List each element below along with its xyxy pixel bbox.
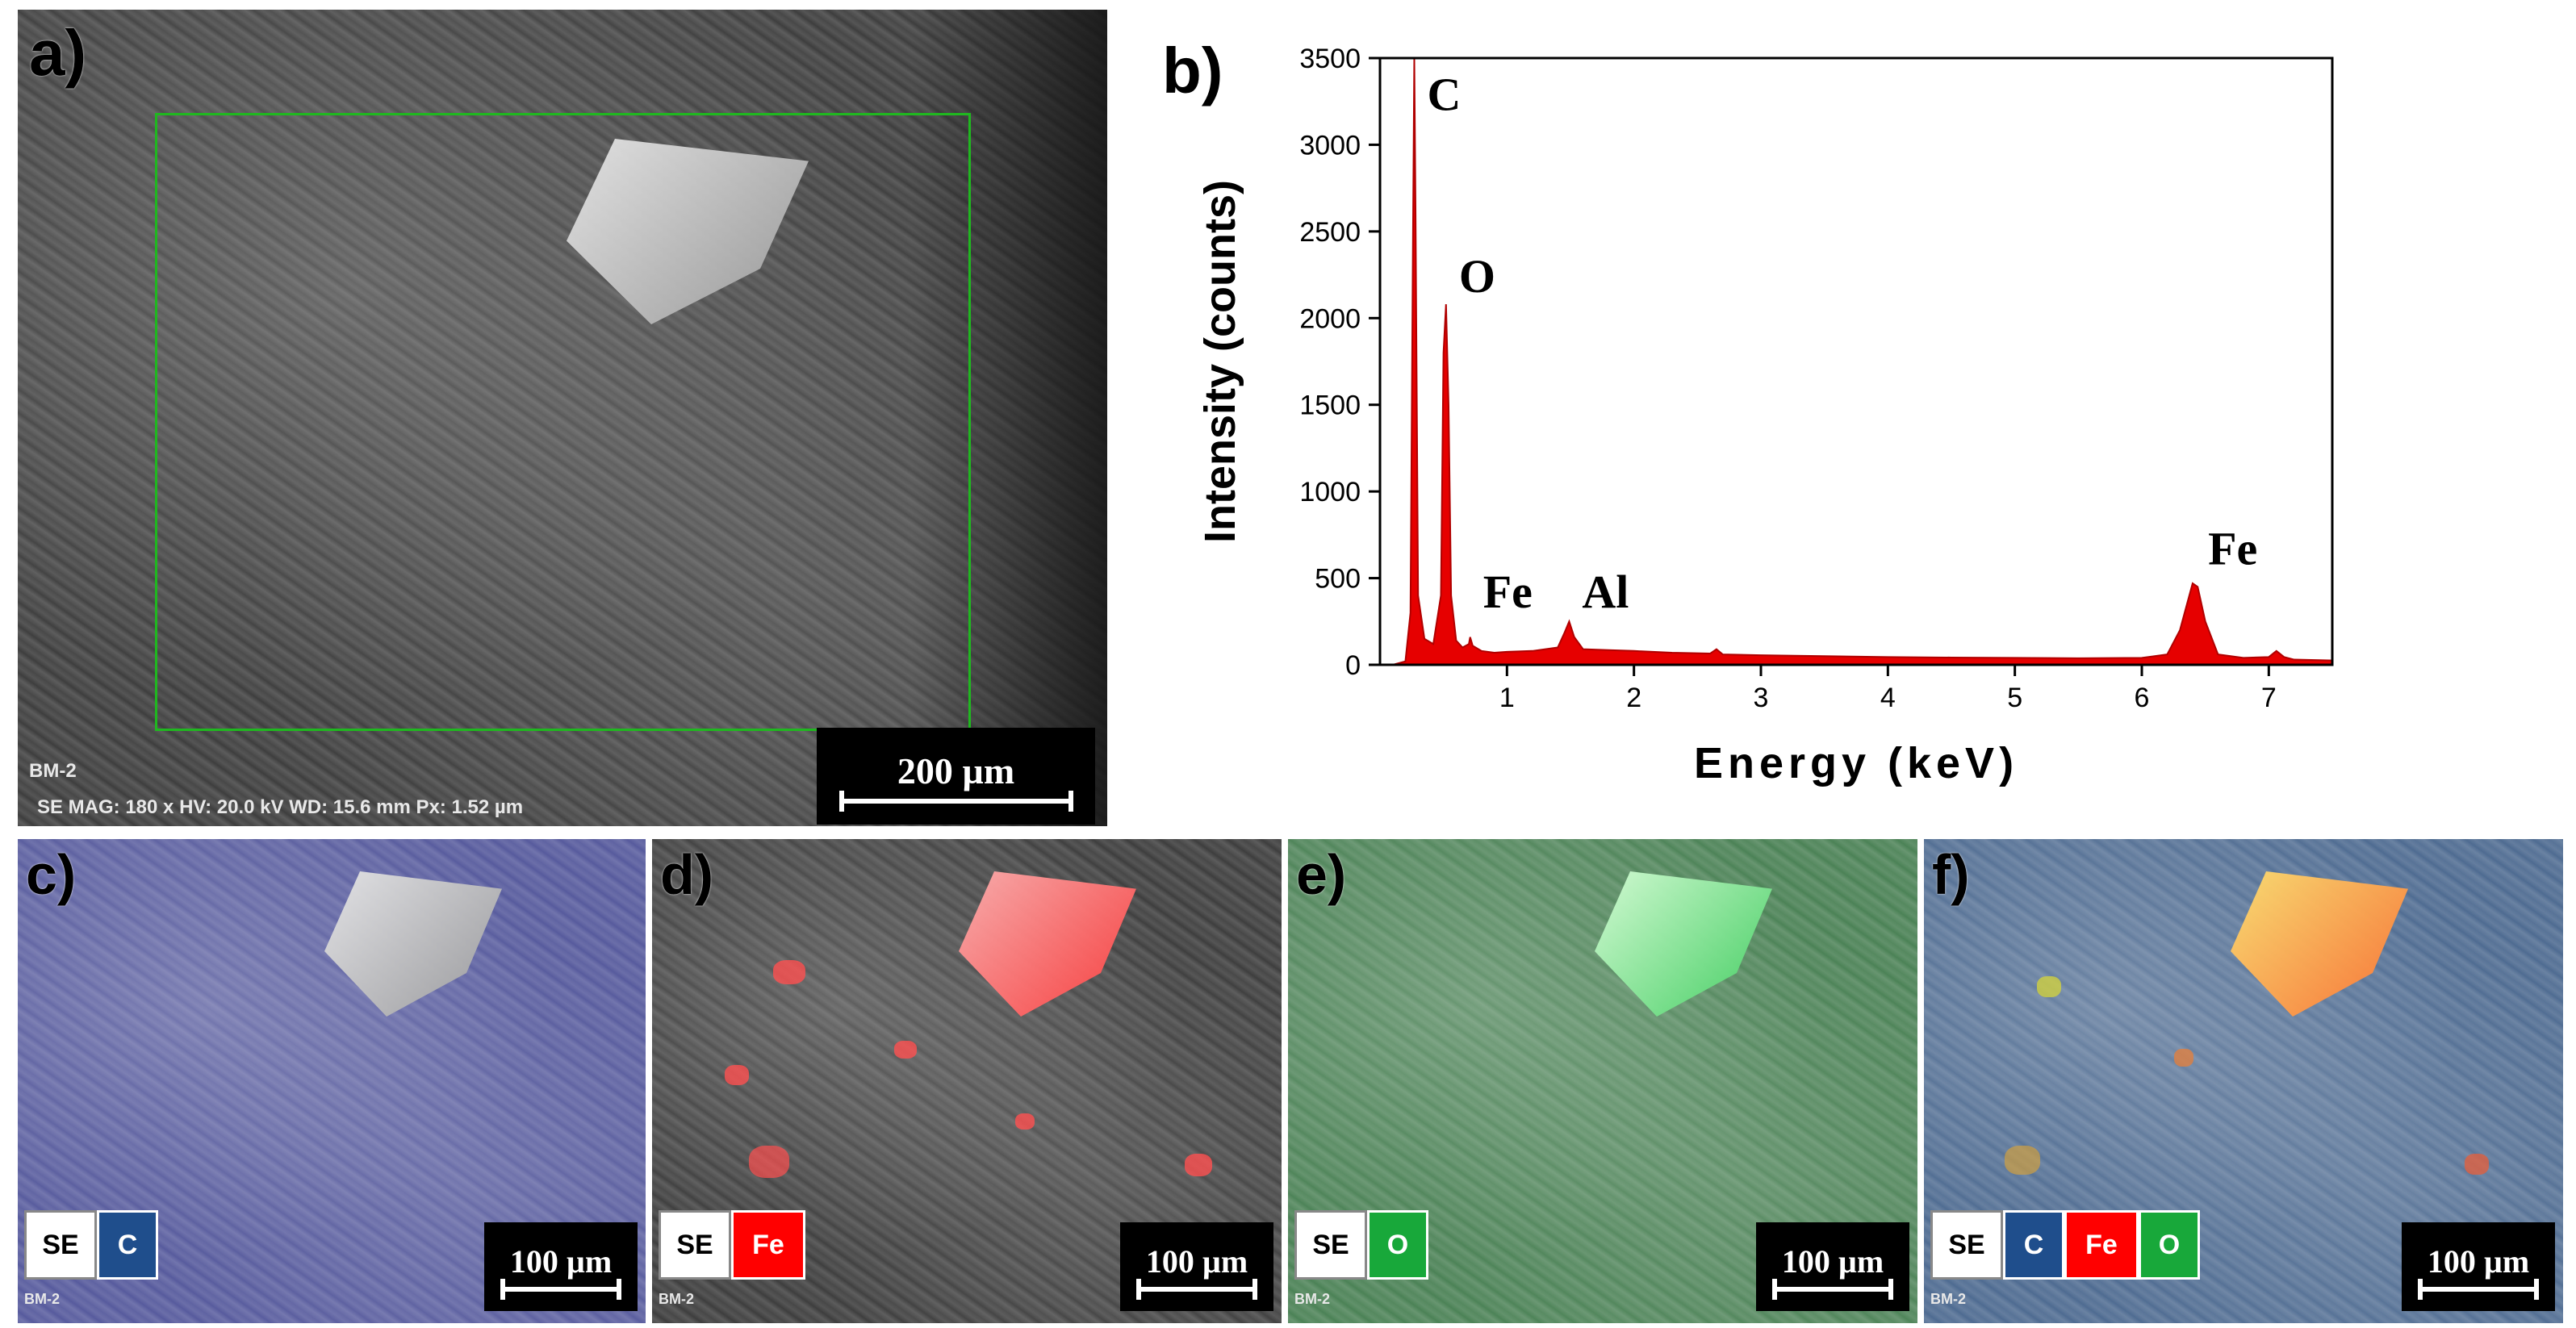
panel-f-combined-map: f) SE C Fe O BM-2 100 µm	[1924, 839, 2563, 1323]
eds-spectrum-chart: 1 2 3 4 5 6 7 0 500 1000 1500 2000 2500 3000 3500 Energ…	[1196, 44, 2334, 787]
mixed-spot	[2174, 1049, 2193, 1067]
scale-bar-line	[1772, 1278, 1893, 1300]
region-of-interest-box	[155, 113, 971, 731]
peak-label: C	[1427, 68, 1461, 120]
scale-bar-line	[2418, 1278, 2539, 1300]
panel-e-oxygen-map: e) SE O BM-2 100 µm	[1288, 839, 1917, 1323]
sample-label: BM-2	[24, 1291, 60, 1307]
y-tick-label: 500	[1315, 564, 1361, 595]
scale-bar-label: 100 µm	[1145, 1242, 1248, 1280]
plot-frame	[1378, 56, 2334, 666]
iron-spot	[725, 1065, 749, 1085]
panel-c-carbon-map: c) SE C BM-2 100 µm	[18, 839, 646, 1323]
scale-bar-f: 100 µm	[2402, 1222, 2555, 1311]
y-tick-label: 3500	[1299, 44, 1361, 74]
panel-letter-e: e)	[1296, 843, 1347, 906]
sem-texture	[652, 839, 1282, 1323]
x-tick-label: 7	[2261, 683, 2277, 713]
iron-spot	[1185, 1154, 1212, 1176]
scale-bar-d: 100 µm	[1120, 1222, 1273, 1311]
panel-letter-c: c)	[26, 843, 77, 906]
mixed-spot	[2037, 976, 2061, 997]
x-tick-label: 6	[2135, 683, 2150, 713]
mixed-spot	[2005, 1146, 2040, 1175]
y-tick-label: 1000	[1299, 477, 1361, 507]
tag-oxygen: O	[2139, 1210, 2200, 1280]
scale-bar-line	[1136, 1278, 1257, 1300]
scale-bar-label: 100 µm	[509, 1242, 613, 1280]
tag-iron: Fe	[2064, 1210, 2139, 1280]
scale-bar-label: 200 µm	[897, 750, 1015, 791]
scale-bar-c: 100 µm	[484, 1222, 638, 1311]
sem-texture	[18, 10, 1107, 826]
y-tick-label: 0	[1345, 650, 1361, 681]
spectrum-area	[1392, 57, 2333, 666]
panel-d-iron-map: d) SE Fe BM-2 100 µm	[652, 839, 1282, 1323]
sample-label: BM-2	[1294, 1291, 1330, 1307]
scale-bar-label: 100 µm	[2427, 1242, 2530, 1280]
tag-iron: Fe	[731, 1210, 805, 1280]
peak-label: Fe	[2208, 522, 2257, 574]
tag-se: SE	[24, 1210, 97, 1280]
mixed-spot	[2465, 1154, 2489, 1175]
scale-bar-line	[838, 790, 1073, 812]
peak-label: Fe	[1483, 566, 1533, 618]
scale-bar-label: 100 µm	[1781, 1242, 1884, 1280]
y-tick-label: 3000	[1299, 130, 1361, 161]
panel-b-spectrum: b) 1 2 3 4 5 6 7 0 500 1000 1500 2000 2500 3000 3500 En…	[1114, 10, 2566, 826]
y-axis-label: Intensity (counts)	[1196, 180, 1244, 543]
sem-meta-line: SE MAG: 180 x HV: 20.0 kV WD: 15.6 mm Px…	[37, 796, 524, 818]
y-tick-label: 1500	[1299, 390, 1361, 421]
x-tick-label: 2	[1626, 683, 1641, 713]
panel-letter-a: a)	[29, 17, 87, 89]
scale-bar-line	[500, 1278, 621, 1300]
panel-letter-d: d)	[660, 843, 714, 906]
peak-label: O	[1459, 250, 1495, 303]
tag-se: SE	[1930, 1210, 2003, 1280]
sample-label: BM-2	[1930, 1291, 1966, 1307]
tag-se: SE	[659, 1210, 731, 1280]
x-tick-label: 5	[2007, 683, 2022, 713]
x-tick-label: 3	[1754, 683, 1769, 713]
sample-label: BM-2	[29, 760, 77, 782]
y-tick-label: 2000	[1299, 303, 1361, 334]
x-tick-label: 4	[1880, 683, 1896, 713]
iron-spot	[1015, 1113, 1035, 1130]
iron-spot	[749, 1146, 789, 1178]
peak-label: Al	[1582, 566, 1629, 618]
iron-spot	[894, 1041, 917, 1059]
y-tick-label: 2500	[1299, 217, 1361, 248]
scale-bar-e: 100 µm	[1756, 1222, 1909, 1311]
tag-carbon: C	[2003, 1210, 2064, 1280]
tag-oxygen: O	[1367, 1210, 1428, 1280]
panel-letter-f: f)	[1932, 843, 1970, 906]
scale-bar-a: 200 µm	[817, 728, 1095, 825]
x-tick-label: 1	[1499, 683, 1515, 713]
tag-se: SE	[1294, 1210, 1367, 1280]
sample-label: BM-2	[659, 1291, 694, 1307]
panel-letter-b: b)	[1162, 35, 1223, 106]
panel-a-sem-image: a) BM-2 SE MAG: 180 x HV: 20.0 kV WD: 15…	[18, 10, 1107, 826]
tag-carbon: C	[97, 1210, 158, 1280]
iron-spot	[773, 960, 805, 984]
x-axis-label: Energy (keV)	[1694, 739, 2018, 787]
